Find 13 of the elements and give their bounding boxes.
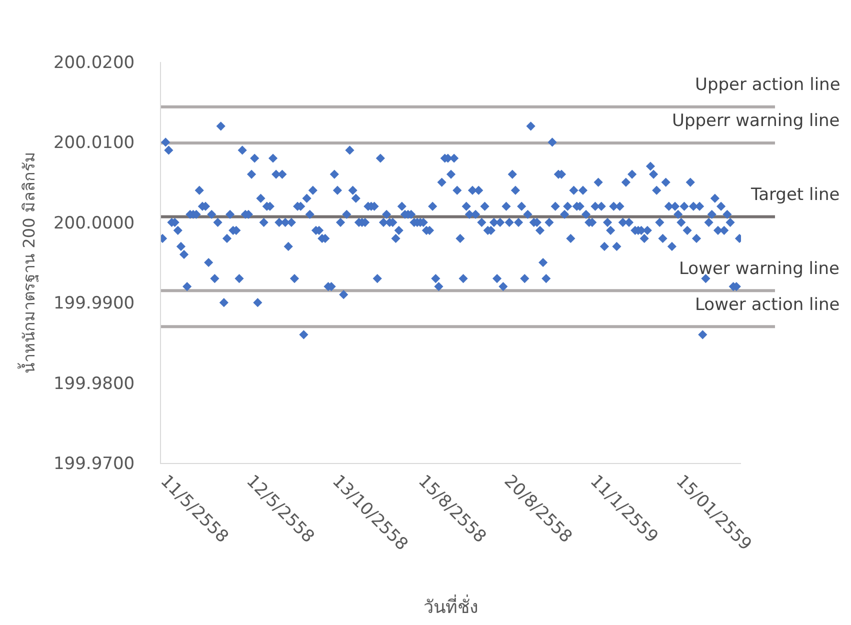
y-tick-label: 199.9800 xyxy=(53,374,135,394)
ref-line-label: Target line xyxy=(750,185,840,205)
y-tick-label: 200.0200 xyxy=(53,52,135,73)
x-axis-title: วันที่ชั่ง xyxy=(424,594,478,618)
y-axis-title: น้ำหนักมาตรฐาน 200 มิลลิกรัม xyxy=(17,152,38,374)
ref-line-label: Lower warning line xyxy=(679,259,840,279)
y-tick-label: 199.9900 xyxy=(53,294,135,314)
ref-line-label: Upper action line xyxy=(695,75,840,95)
y-tick-label: 200.0100 xyxy=(53,133,135,154)
y-tick-label: 199.9700 xyxy=(53,454,135,474)
ref-line-label: Lower action line xyxy=(695,295,840,315)
ref-line-label: Upperr warning line xyxy=(672,111,840,131)
y-tick-label: 200.0000 xyxy=(53,213,135,234)
